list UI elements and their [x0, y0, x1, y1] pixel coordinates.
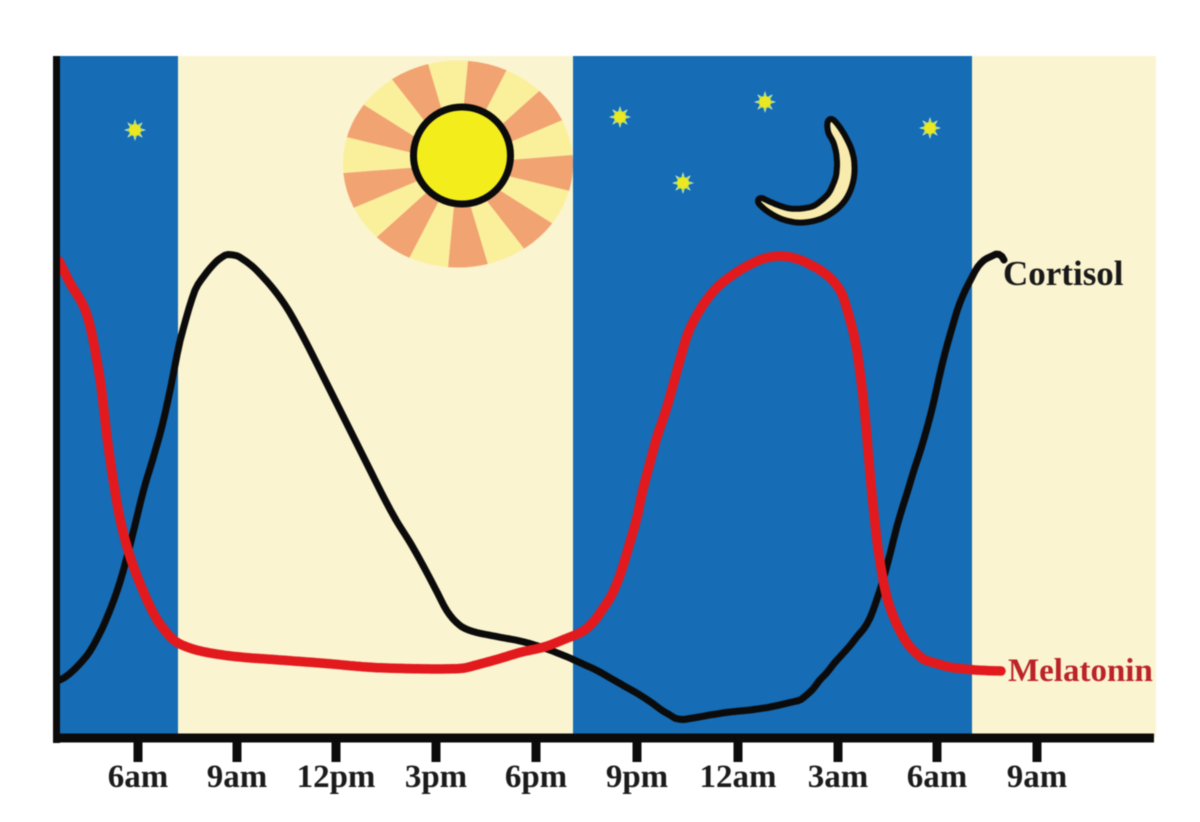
svg-text:3pm: 3pm: [405, 759, 467, 795]
svg-text:9pm: 9pm: [606, 759, 668, 795]
svg-text:12pm: 12pm: [297, 759, 376, 795]
svg-text:Melatonin: Melatonin: [1008, 653, 1153, 689]
svg-text:6am: 6am: [108, 759, 169, 795]
svg-text:9am: 9am: [1007, 759, 1068, 795]
svg-text:6am: 6am: [907, 759, 968, 795]
svg-text:9am: 9am: [207, 759, 268, 795]
svg-text:6pm: 6pm: [505, 759, 567, 795]
svg-text:Cortisol: Cortisol: [1003, 254, 1124, 293]
svg-text:12am: 12am: [700, 759, 777, 795]
svg-text:3am: 3am: [808, 759, 869, 795]
